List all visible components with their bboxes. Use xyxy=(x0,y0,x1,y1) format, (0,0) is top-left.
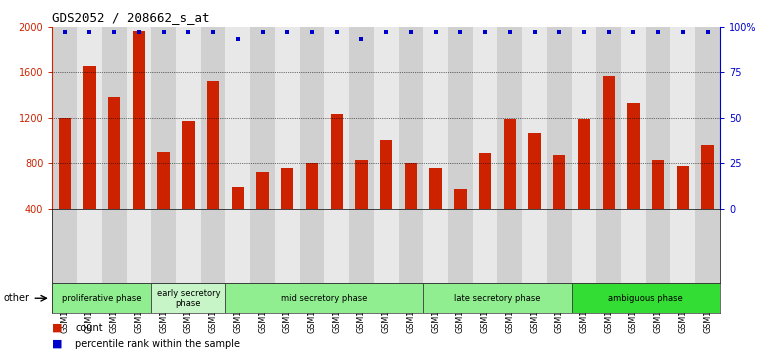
Bar xyxy=(448,27,473,209)
Bar xyxy=(424,283,571,313)
Bar xyxy=(226,283,424,313)
Bar xyxy=(83,67,95,209)
Bar xyxy=(497,27,522,209)
Bar xyxy=(300,27,324,209)
Bar xyxy=(77,27,102,209)
Bar xyxy=(108,97,120,209)
Bar xyxy=(355,160,367,209)
Text: GDS2052 / 208662_s_at: GDS2052 / 208662_s_at xyxy=(52,11,210,24)
Bar xyxy=(250,209,275,283)
Bar xyxy=(201,209,226,283)
Bar xyxy=(578,119,590,209)
Bar xyxy=(373,209,399,283)
Bar xyxy=(571,209,596,283)
Bar xyxy=(405,163,417,209)
Bar xyxy=(256,172,269,209)
Bar xyxy=(132,31,145,209)
Bar xyxy=(571,283,720,313)
Bar xyxy=(306,163,318,209)
Bar xyxy=(547,27,571,209)
Bar xyxy=(646,209,671,283)
Bar xyxy=(324,209,349,283)
Bar xyxy=(52,209,77,283)
Bar xyxy=(176,27,201,209)
Bar xyxy=(621,209,646,283)
Bar xyxy=(207,81,219,209)
Bar xyxy=(373,27,399,209)
Bar xyxy=(448,209,473,283)
Bar xyxy=(621,27,646,209)
Bar xyxy=(424,209,448,283)
Bar xyxy=(399,27,424,209)
Bar xyxy=(695,27,720,209)
Text: mid secretory phase: mid secretory phase xyxy=(281,294,367,303)
Bar xyxy=(522,209,547,283)
Bar xyxy=(330,114,343,209)
Bar xyxy=(324,27,349,209)
Bar xyxy=(52,283,151,313)
Bar xyxy=(151,209,176,283)
Bar xyxy=(102,27,126,209)
Bar xyxy=(399,209,424,283)
Bar xyxy=(126,209,151,283)
Bar xyxy=(151,27,176,209)
Bar xyxy=(275,209,300,283)
Bar xyxy=(646,27,671,209)
Bar xyxy=(176,209,201,283)
Bar xyxy=(430,168,442,209)
Bar xyxy=(547,209,571,283)
Text: other: other xyxy=(4,293,30,303)
Bar xyxy=(479,153,491,209)
Bar xyxy=(275,27,300,209)
Bar xyxy=(52,27,77,209)
Bar xyxy=(677,166,689,209)
Bar xyxy=(77,209,102,283)
Bar xyxy=(553,155,565,209)
Bar xyxy=(473,27,497,209)
Text: early secretory
phase: early secretory phase xyxy=(156,289,220,308)
Text: ambiguous phase: ambiguous phase xyxy=(608,294,683,303)
Text: late secretory phase: late secretory phase xyxy=(454,294,541,303)
Bar xyxy=(701,145,714,209)
Text: percentile rank within the sample: percentile rank within the sample xyxy=(75,339,240,349)
Bar xyxy=(454,189,467,209)
Bar xyxy=(497,209,522,283)
Bar xyxy=(522,27,547,209)
Bar xyxy=(349,27,373,209)
Bar xyxy=(571,27,596,209)
Bar xyxy=(596,27,621,209)
Bar xyxy=(226,209,250,283)
Bar xyxy=(671,27,695,209)
Text: ■: ■ xyxy=(52,322,63,332)
Bar xyxy=(504,119,516,209)
Bar xyxy=(695,209,720,283)
Bar xyxy=(671,209,695,283)
Bar xyxy=(182,121,195,209)
Bar xyxy=(232,187,244,209)
Bar xyxy=(226,27,250,209)
Bar xyxy=(380,141,393,209)
Bar xyxy=(201,27,226,209)
Bar xyxy=(59,118,71,209)
Bar xyxy=(473,209,497,283)
Bar xyxy=(528,132,541,209)
Bar xyxy=(602,75,615,209)
Text: proliferative phase: proliferative phase xyxy=(62,294,142,303)
Bar xyxy=(126,27,151,209)
Bar xyxy=(300,209,324,283)
Bar xyxy=(102,209,126,283)
Bar xyxy=(596,209,621,283)
Text: ■: ■ xyxy=(52,339,63,349)
Bar xyxy=(628,103,640,209)
Text: count: count xyxy=(75,322,103,332)
Bar xyxy=(652,160,665,209)
Bar xyxy=(157,152,170,209)
Bar xyxy=(281,168,293,209)
Bar xyxy=(349,209,373,283)
Bar xyxy=(250,27,275,209)
Bar xyxy=(151,283,226,313)
Bar xyxy=(424,27,448,209)
